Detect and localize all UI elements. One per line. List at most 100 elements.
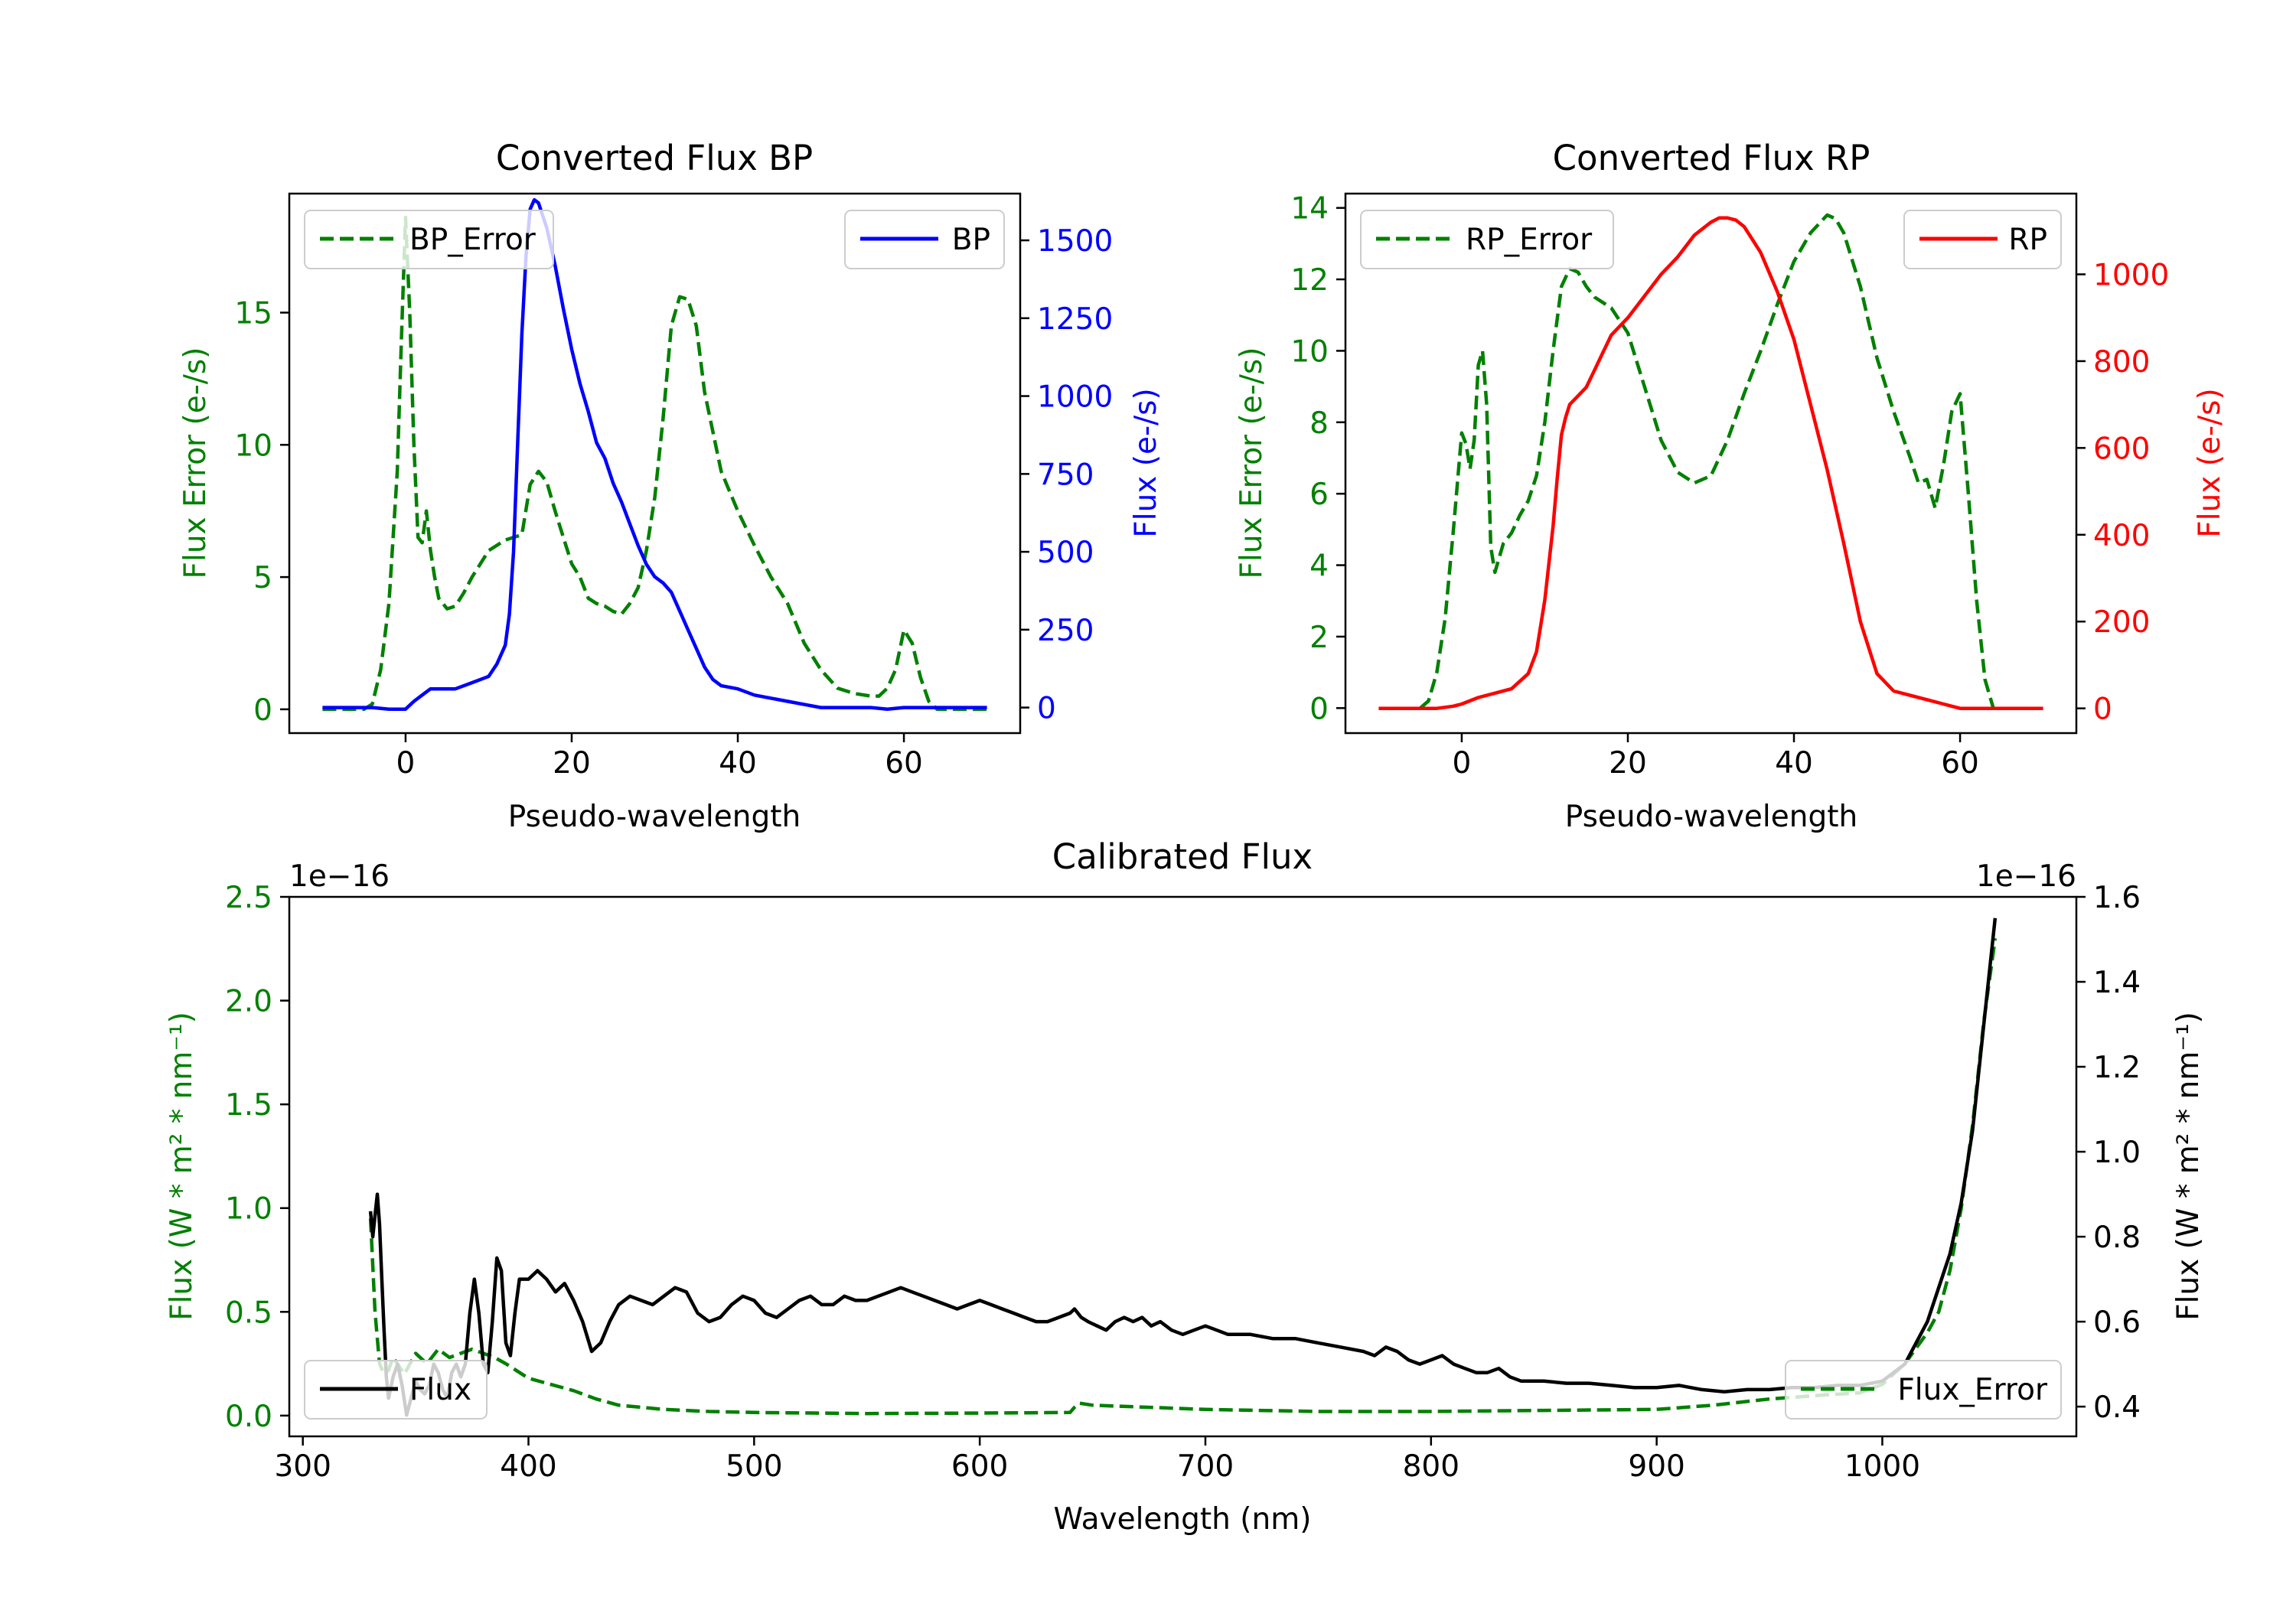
cal-y-label-left: Flux (W * m² * nm⁻¹) [165,1012,199,1321]
rp-x-tick-label: 20 [1609,746,1647,781]
cal-ticks: 300 400 500 600 700 800 900 1000 0.0 0.5 1.0 1.5 2.0… [225,881,2141,1484]
rp-y-right-tick-label: 200 [2093,605,2150,640]
cal-x-tick-label: 600 [951,1449,1008,1484]
bp-y-left-tick-label: 5 [253,561,272,595]
cal-y-right-tick-label: 0.6 [2093,1305,2141,1340]
cal-offset-left: 1e−16 [289,859,390,894]
cal-series-error-line [368,937,1998,1416]
bp-y-label-left: Flux Error (e-/s) [178,347,213,579]
rp-legend-error-box [1360,210,1614,269]
bp-y-right-tick-label: 750 [1037,458,1094,492]
cal-y-left-tick-label: 1.0 [225,1192,272,1227]
cal-y-label-right: Flux (W * m² * nm⁻¹) [2171,1012,2206,1321]
rp-y-right-tick-label: 1000 [2093,258,2169,292]
subplot-calibrated: Calibrated Flux 1e−16 1e−16 300 400 500 600… [165,836,2206,1537]
rp-x-tick-label: 40 [1775,746,1813,781]
bp-y-right-tick-label: 1500 [1037,224,1113,259]
cal-y-right-tick-label: 1.0 [2093,1136,2141,1170]
cal-legend-error-label: Flux_Error [1897,1373,2048,1407]
cal-x-tick-label: 900 [1628,1449,1684,1484]
rp-y-left-tick-label: 4 [1309,549,1329,584]
rp-legend-flux-label: RP [2008,223,2047,257]
bp-x-tick-label: 40 [719,746,757,781]
rp-y-left-tick-label: 8 [1309,406,1329,441]
bp-y-label-right: Flux (e-/s) [1129,388,1163,537]
rp-y-left-tick-label: 6 [1309,478,1329,512]
cal-y-right-tick-label: 1.4 [2093,966,2141,1000]
cal-y-right-tick-label: 0.4 [2093,1390,2141,1425]
bp-y-right-tick-label: 0 [1037,692,1056,726]
cal-offset-right: 1e−16 [1976,859,2076,894]
rp-x-label: Pseudo-wavelength [1565,800,1857,834]
cal-y-left-tick-label: 2.5 [225,881,272,915]
cal-x-tick-label: 300 [274,1449,331,1484]
bp-plot-lines [322,197,987,712]
subplot-rp: Converted Flux RP 0 20 40 60024681012140200… [1234,138,2227,834]
cal-y-right-tick-label: 0.8 [2093,1221,2141,1255]
cal-legend-error-box [1785,1360,2062,1420]
bp-series-flux-line [322,197,987,711]
rp-y-right-tick-label: 400 [2093,519,2150,553]
bp-title: Converted Flux BP [496,138,813,178]
rp-y-right-tick-label: 800 [2093,345,2150,380]
cal-axes-frame [288,895,2078,1438]
bp-y-right-tick-label: 1250 [1037,302,1113,337]
bp-legend-error-label: BP_Error [409,223,536,257]
bp-legend-error: BP_Error [304,210,554,269]
bp-x-tick-label: 0 [396,746,416,781]
bp-x-tick-label: 60 [885,746,923,781]
rp-legend-error-label: RP_Error [1466,223,1593,257]
rp-y-left-tick-label: 0 [1309,692,1329,726]
rp-y-right-tick-label: 600 [2093,432,2150,466]
bp-y-left-tick-label: 0 [253,693,272,728]
bp-x-tick-label: 20 [553,746,591,781]
bp-y-left-tick-label: 15 [234,297,272,331]
bp-legend-flux: BP [844,210,1005,269]
cal-x-tick-label: 500 [726,1449,782,1484]
cal-y-left-tick-label: 2.0 [225,985,272,1019]
rp-axes-frame [1344,192,2078,735]
bp-y-right-tick-label: 250 [1037,614,1094,648]
rp-y-right-tick-label: 0 [2093,693,2112,727]
cal-y-left-tick-label: 0.0 [225,1400,272,1434]
rp-x-tick-label: 60 [1941,746,1979,781]
rp-x-tick-label: 0 [1453,746,1472,781]
cal-x-tick-label: 1000 [1844,1449,1920,1484]
cal-x-tick-label: 800 [1403,1449,1459,1484]
rp-y-left-tick-label: 2 [1309,621,1329,655]
bp-y-left-tick-label: 10 [234,429,272,463]
rp-y-left-tick-label: 10 [1290,334,1329,369]
cal-y-right-tick-label: 1.2 [2093,1051,2141,1085]
rp-y-left-tick-label: 14 [1290,192,1329,227]
cal-y-left-tick-label: 0.5 [225,1296,272,1330]
rp-series-error-line [1419,213,1995,710]
bp-series-error-line [322,215,987,712]
bp-y-right-tick-label: 500 [1037,536,1094,570]
bp-legend-flux-label: BP [952,223,990,257]
rp-y-label-left: Flux Error (e-/s) [1234,347,1269,579]
cal-y-left-tick-label: 1.5 [225,1088,272,1123]
rp-series-flux-line [1378,216,2043,710]
bp-x-label: Pseudo-wavelength [508,800,801,834]
rp-title: Converted Flux RP [1553,138,1870,178]
rp-legend-flux: RP [1903,210,2062,269]
rp-plot-lines [1378,213,2043,710]
cal-legend-flux-label: Flux [409,1373,471,1407]
bp-ticks: 0 20 40 60 0 5 10 15 0 250 500 750 1000 1250 1500 [234,224,1113,781]
subplot-bp: Converted Flux BP 0 20 40 60 0 5 10 15 0 250 500 75… [178,138,1163,834]
cal-legend-flux: Flux [304,1360,488,1420]
bp-axes-frame [288,192,1022,735]
bp-y-right-tick-label: 1000 [1037,380,1113,415]
rp-y-label-right: Flux (e-/s) [2193,388,2227,537]
cal-x-tick-label: 400 [500,1449,556,1484]
rp-y-left-tick-label: 12 [1290,263,1329,298]
cal-x-label: Wavelength (nm) [1054,1502,1312,1537]
cal-title: Calibrated Flux [1052,836,1313,877]
rp-legend-error: RP_Error [1360,210,1614,269]
cal-y-right-tick-label: 1.6 [2093,881,2141,915]
cal-legend-error: Flux_Error [1785,1360,2062,1420]
bp-legend-error-box [304,210,554,269]
cal-x-tick-label: 700 [1177,1449,1234,1484]
